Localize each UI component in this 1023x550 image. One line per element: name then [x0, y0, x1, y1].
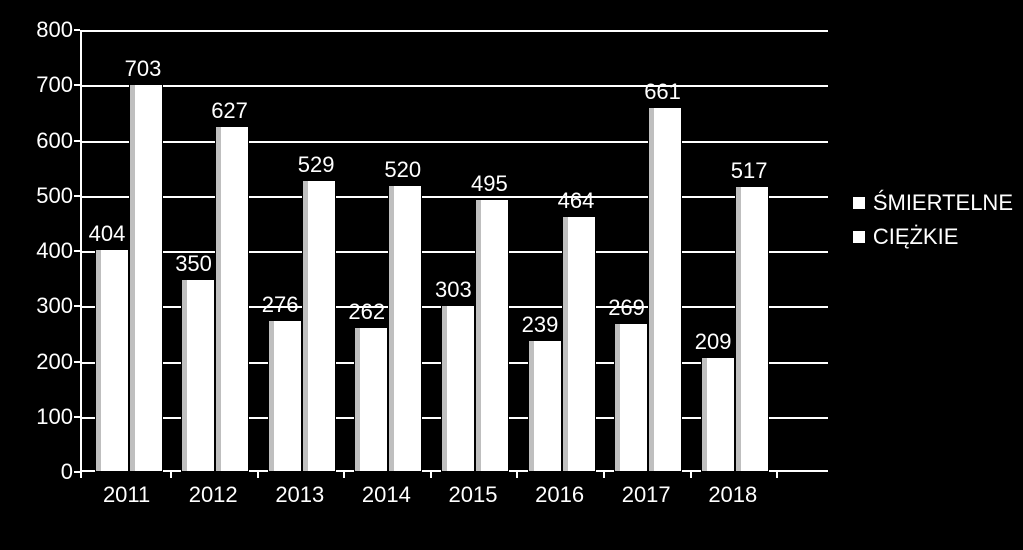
- legend-swatch-icon: [853, 197, 865, 209]
- legend-item-smiertelne: ŚMIERTELNE: [853, 190, 1013, 216]
- x-tick-label: 2015: [433, 482, 513, 508]
- chart-container: 0 100 200 300 400 500 600 700 800 404 703 350 627 27…: [0, 0, 1023, 550]
- data-label-ciezkie: 520: [384, 157, 421, 183]
- x-tick-mark: [776, 472, 778, 478]
- x-tick-label: 2018: [693, 482, 773, 508]
- legend-swatch-icon: [853, 231, 865, 243]
- bar-smiertelne: [95, 249, 129, 472]
- legend-label: CIĘŻKIE: [873, 224, 959, 250]
- bar-ciezkie: [302, 180, 336, 472]
- bar-group: 303 495: [435, 30, 515, 472]
- bar-ciezkie: [388, 185, 422, 472]
- data-label-ciezkie: 661: [644, 79, 681, 105]
- data-label-ciezkie: 703: [125, 56, 162, 82]
- bar-group: 404 703: [89, 30, 169, 472]
- x-tick-mark: [170, 472, 172, 478]
- x-tick-mark: [257, 472, 259, 478]
- bar-ciezkie: [215, 126, 249, 472]
- x-tick-label: 2017: [606, 482, 686, 508]
- bar-group: 209 517: [695, 30, 775, 472]
- data-label-smiertelne: 404: [89, 221, 126, 247]
- data-label-smiertelne: 303: [435, 277, 472, 303]
- y-tick-label: 600: [3, 128, 73, 154]
- bar-ciezkie: [562, 216, 596, 472]
- y-tick-label: 400: [3, 238, 73, 264]
- bar-smiertelne: [614, 323, 648, 472]
- y-tick-label: 800: [3, 17, 73, 43]
- data-label-smiertelne: 209: [695, 329, 732, 355]
- x-tick-mark: [80, 472, 82, 478]
- legend-label: ŚMIERTELNE: [873, 190, 1013, 216]
- data-label-smiertelne: 276: [262, 292, 299, 318]
- x-tick-mark: [690, 472, 692, 478]
- bar-ciezkie: [735, 186, 769, 472]
- y-tick-label: 300: [3, 293, 73, 319]
- plot-area: 404 703 350 627 276 529 262 520 303 495 239 464 269 6…: [80, 30, 828, 472]
- y-tick-label: 0: [3, 459, 73, 485]
- bar-ciezkie: [648, 107, 682, 472]
- bar-smiertelne: [181, 279, 215, 472]
- data-label-ciezkie: 517: [731, 158, 768, 184]
- bar-smiertelne: [354, 327, 388, 472]
- bars-layer: 404 703 350 627 276 529 262 520 303 495 239 464 269 6…: [82, 30, 828, 472]
- legend-item-ciezkie: CIĘŻKIE: [853, 224, 1013, 250]
- data-label-ciezkie: 464: [558, 188, 595, 214]
- bar-ciezkie: [129, 84, 163, 472]
- data-label-ciezkie: 529: [298, 152, 335, 178]
- bar-smiertelne: [528, 340, 562, 472]
- bar-group: 262 520: [348, 30, 428, 472]
- data-label-smiertelne: 239: [522, 312, 559, 338]
- data-label-smiertelne: 350: [175, 251, 212, 277]
- bar-smiertelne: [701, 357, 735, 472]
- bar-group: 239 464: [522, 30, 602, 472]
- x-tick-label: 2013: [260, 482, 340, 508]
- x-tick-label: 2016: [520, 482, 600, 508]
- x-tick-label: 2011: [87, 482, 167, 508]
- bar-group: 269 661: [608, 30, 688, 472]
- legend: ŚMIERTELNE CIĘŻKIE: [853, 190, 1013, 258]
- y-tick-label: 200: [3, 349, 73, 375]
- x-tick-mark: [603, 472, 605, 478]
- data-label-ciezkie: 495: [471, 171, 508, 197]
- bar-group: 276 529: [262, 30, 342, 472]
- y-tick-label: 500: [3, 183, 73, 209]
- y-tick-label: 100: [3, 404, 73, 430]
- x-tick-label: 2014: [346, 482, 426, 508]
- bar-ciezkie: [475, 199, 509, 472]
- data-label-smiertelne: 262: [348, 299, 385, 325]
- data-label-smiertelne: 269: [608, 295, 645, 321]
- bar-group: 350 627: [175, 30, 255, 472]
- data-label-ciezkie: 627: [211, 98, 248, 124]
- bar-smiertelne: [441, 305, 475, 472]
- x-tick-mark: [516, 472, 518, 478]
- y-tick-label: 700: [3, 72, 73, 98]
- x-tick-mark: [430, 472, 432, 478]
- bar-smiertelne: [268, 320, 302, 472]
- x-tick-mark: [343, 472, 345, 478]
- x-tick-label: 2012: [173, 482, 253, 508]
